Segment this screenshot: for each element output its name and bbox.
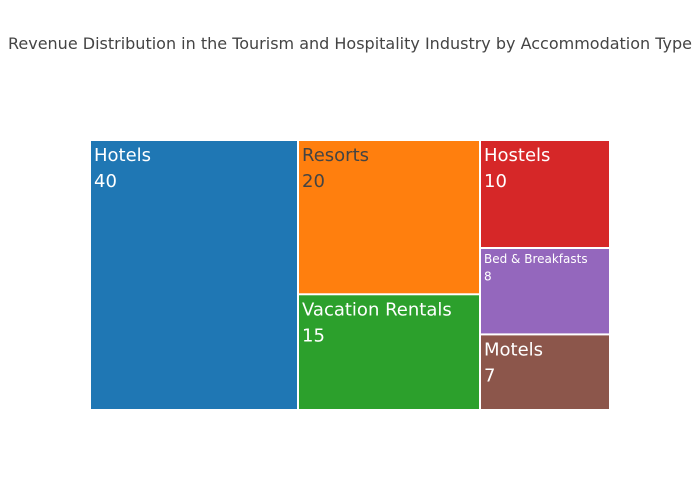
tile-value-hotels: 40 (94, 171, 117, 192)
tile-resorts: Resorts 20 (299, 141, 479, 294)
tile-value-vacation-rentals: 15 (302, 325, 325, 346)
tile-label-resorts: Resorts (302, 145, 369, 166)
tile-value-resorts: 20 (302, 171, 325, 192)
tile-label-hostels: Hostels (484, 145, 550, 166)
tile-rect-resorts (299, 141, 479, 294)
tile-hotels: Hotels 40 (91, 141, 297, 409)
tile-motels: Motels 7 (481, 335, 609, 409)
tile-bed-and-breakfasts: Bed & Breakfasts 8 (481, 249, 609, 334)
tile-value-motels: 7 (484, 366, 495, 387)
tile-label-motels: Motels (484, 339, 543, 360)
tile-rect-hotels (91, 141, 297, 409)
tile-label-vacation-rentals: Vacation Rentals (302, 299, 452, 320)
tile-label-hotels: Hotels (94, 145, 151, 166)
tile-rect-hostels (481, 141, 609, 247)
tile-rect-motels (481, 335, 609, 409)
chart-title: Revenue Distribution in the Tourism and … (7, 34, 693, 53)
tile-label-bed-and-breakfasts: Bed & Breakfasts (484, 252, 588, 266)
tile-vacation-rentals: Vacation Rentals 15 (299, 295, 479, 409)
tile-rect-bed-and-breakfasts (481, 249, 609, 334)
tile-hostels: Hostels 10 (481, 141, 609, 247)
tile-rect-vacation-rentals (299, 295, 479, 409)
tile-value-bed-and-breakfasts: 8 (484, 269, 492, 283)
tile-value-hostels: 10 (484, 171, 507, 192)
